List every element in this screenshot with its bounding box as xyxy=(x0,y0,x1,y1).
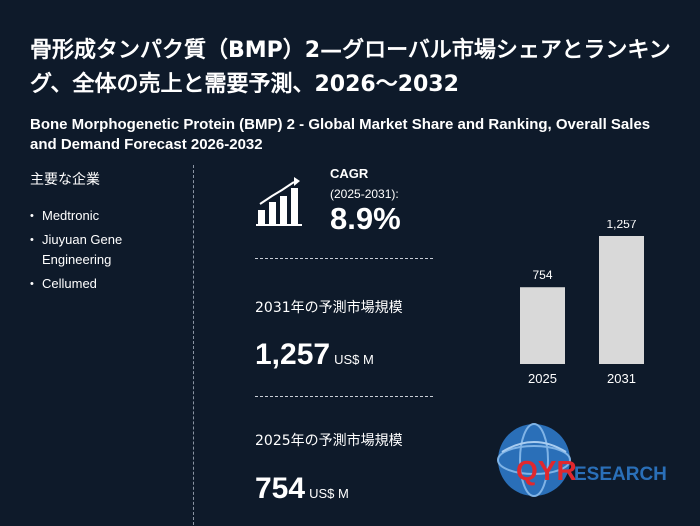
bar-value-label: 1,257 xyxy=(606,220,636,231)
title-japanese: 骨形成タンパク質（BMP）2—グローバル市場シェアとランキング、全体の売上と需要… xyxy=(30,38,671,97)
forecast-2031-number: 1,257 xyxy=(255,338,331,371)
forecast-2031-value: 1,257 US$ M xyxy=(255,338,374,372)
bar-2031 xyxy=(599,236,644,364)
vertical-divider xyxy=(193,165,194,525)
cagr-label: CAGR xyxy=(330,166,369,181)
bar-2025 xyxy=(520,287,565,364)
forecast-2025-unit: US$ M xyxy=(309,486,349,501)
market-size-bar-chart: 754 2025 1,257 2031 xyxy=(520,220,644,386)
player-item: Medtronic xyxy=(30,206,180,226)
forecast-2025-label: 2025年の予測市場規模 xyxy=(255,433,403,449)
section-divider xyxy=(255,396,433,397)
forecast-2025-value: 754 US$ M xyxy=(255,472,349,506)
player-item: Cellumed xyxy=(30,274,180,294)
category-label: 2031 xyxy=(607,371,636,386)
svg-text:ESEARCH: ESEARCH xyxy=(574,464,667,485)
growth-chart-icon xyxy=(256,177,302,226)
forecast-2031-unit: US$ M xyxy=(334,352,374,367)
qyresearch-logo: QYR ESEARCH xyxy=(497,423,667,497)
key-players-heading: 主要な企業 xyxy=(30,172,100,188)
key-players-list: Medtronic Jiuyuan Gene Engineering Cellu… xyxy=(30,206,180,298)
cagr-value: 8.9% xyxy=(330,201,401,236)
svg-text:QYR: QYR xyxy=(516,455,577,486)
cagr-period: (2025-2031): xyxy=(330,187,399,201)
forecast-2031-label: 2031年の予測市場規模 xyxy=(255,300,403,316)
category-label: 2025 xyxy=(528,371,557,386)
player-item: Jiuyuan Gene Engineering xyxy=(30,230,180,270)
title-english: Bone Morphogenetic Protein (BMP) 2 - Glo… xyxy=(30,116,651,153)
forecast-2025-number: 754 xyxy=(255,472,306,505)
section-divider xyxy=(255,258,433,259)
bar-value-label: 754 xyxy=(532,268,552,282)
